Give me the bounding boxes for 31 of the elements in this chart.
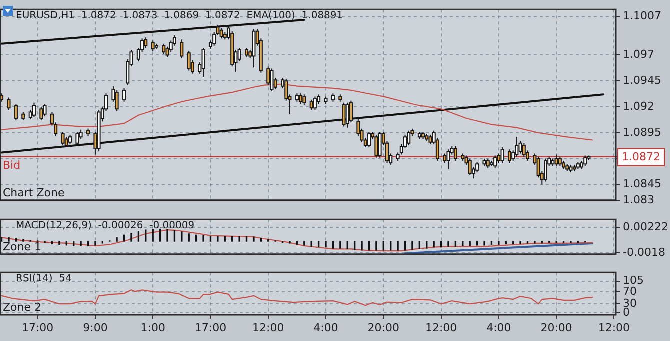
chart-title: EURUSD,H1 1.0872 1.0873 1.0869 1.0872 EMA(100) 1.08891 xyxy=(16,10,344,22)
x-tick-label: 1:00 xyxy=(140,321,166,334)
y-tick-label: 0 xyxy=(623,306,630,320)
annotation: Zone 1 xyxy=(3,240,42,254)
y-tick-label: 1.1007 xyxy=(623,10,662,23)
y-tick-label: 1.0872 xyxy=(622,150,660,164)
chart-title: MACD(12,26,9) -0.00026 -0.00009 xyxy=(16,220,195,232)
x-tick-label: 17:00 xyxy=(194,321,227,334)
y-tick-label: 1.0945 xyxy=(623,74,662,88)
x-tick-label: 4:00 xyxy=(486,321,512,334)
y-tick-label: 1.092 xyxy=(623,100,654,113)
y-tick-label: 1.0845 xyxy=(623,178,662,191)
y-tick-label: 0.00222 xyxy=(623,220,668,234)
annotation: Chart Zone xyxy=(3,186,65,200)
annotation: Zone 2 xyxy=(3,301,42,314)
x-tick-label: 20:00 xyxy=(368,321,400,334)
chart-title: RSI(14) 54 xyxy=(16,274,72,285)
x-tick-label: 9:00 xyxy=(83,321,108,334)
y-tick-label: -0.0018 xyxy=(623,246,666,259)
x-tick-label: 17:00 xyxy=(22,321,54,334)
x-tick-label: 12:00 xyxy=(598,321,630,334)
x-tick-label: 20:00 xyxy=(540,321,572,334)
x-tick-label: 12:00 xyxy=(252,321,284,334)
y-tick-label: 1.0895 xyxy=(623,126,662,139)
x-tick-label: 12:00 xyxy=(425,321,458,334)
y-tick-label: 1.083 xyxy=(623,193,654,206)
y-tick-label: 70 xyxy=(623,284,637,298)
ref-line-label: Bid xyxy=(3,158,21,172)
y-tick-label: 105 xyxy=(623,274,644,288)
y-tick-label: 1.097 xyxy=(623,48,654,62)
x-tick-label: 4:00 xyxy=(314,321,338,334)
